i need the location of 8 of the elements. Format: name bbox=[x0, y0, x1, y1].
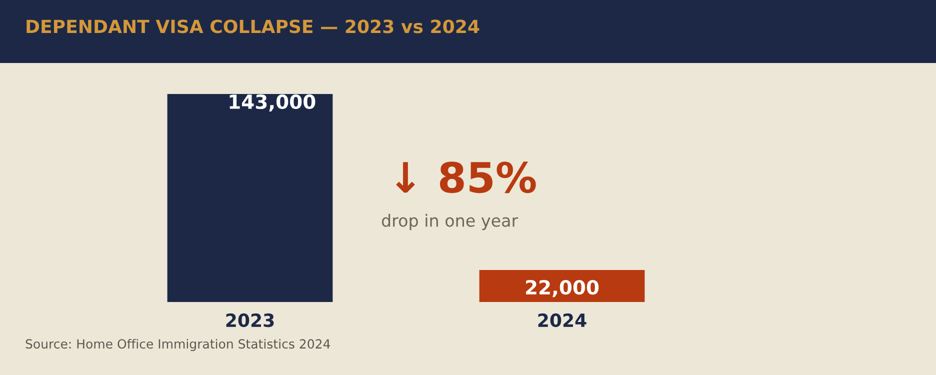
data-label: 143,000 bbox=[230, 94, 316, 112]
annotation: ↓ 85% bbox=[396, 162, 536, 194]
x-tick-label: 2024 bbox=[538, 313, 586, 328]
x-tick-label: 2023 bbox=[226, 313, 274, 328]
annotation: drop in one year bbox=[382, 214, 518, 230]
chart-title: DEPENDANT VISA COLLAPSE — 2023 vs 2024 bbox=[26, 20, 480, 34]
source-note: Source: Home Office Immigration Statistics 2024 bbox=[26, 338, 330, 352]
data-label: 22,000 bbox=[526, 280, 599, 298]
